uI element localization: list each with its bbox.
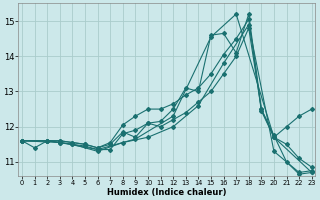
X-axis label: Humidex (Indice chaleur): Humidex (Indice chaleur) (107, 188, 227, 197)
